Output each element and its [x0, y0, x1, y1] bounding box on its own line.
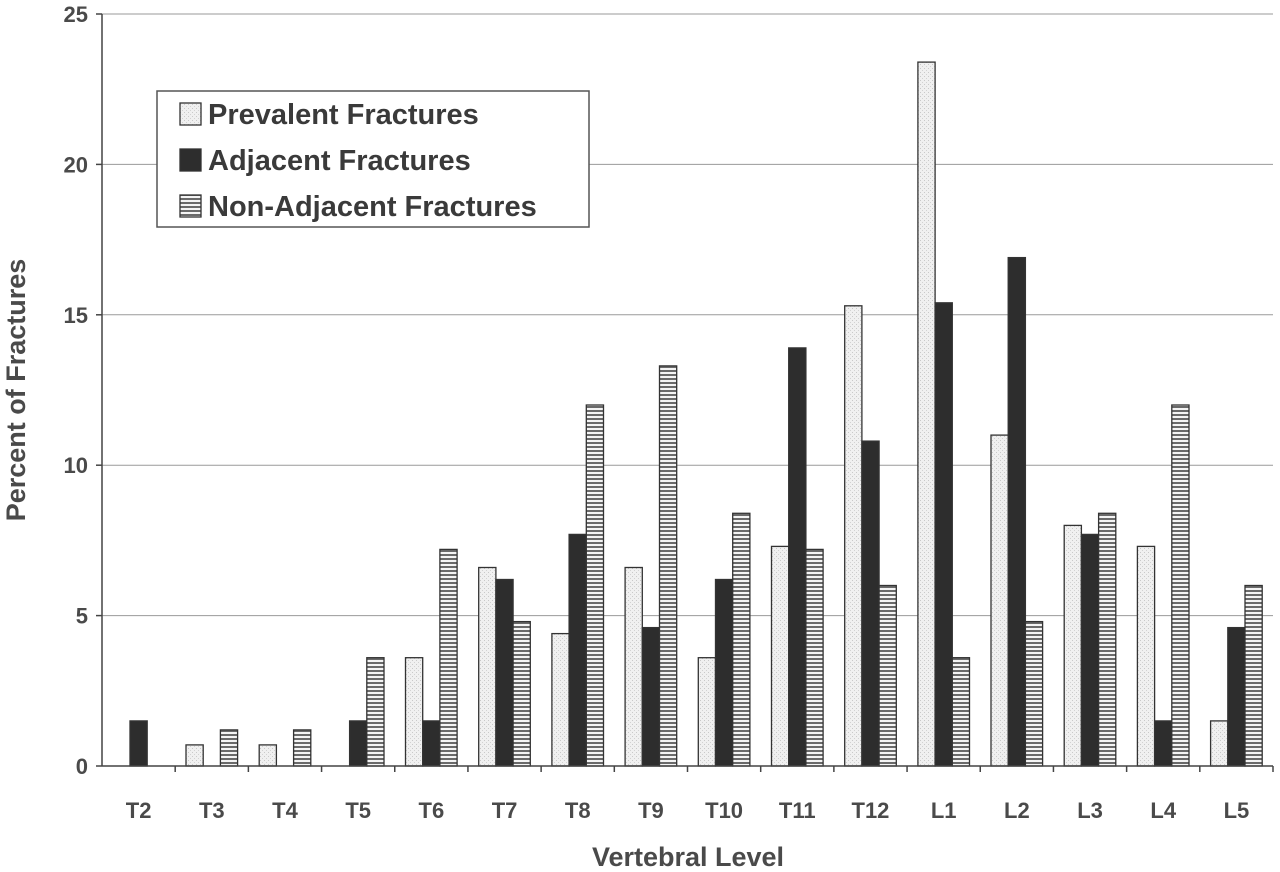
bar-prevalent-fractures-l5	[1209, 720, 1229, 767]
bar-prevalent-fractures-t10	[697, 657, 717, 767]
bar-adjacent-fractures-l5	[1227, 626, 1246, 767]
bar-adjacent-fractures-t8	[568, 533, 587, 767]
legend-label: Prevalent Fractures	[208, 99, 479, 131]
bar-non-adjacent-fractures-t6	[439, 548, 458, 767]
x-tick-label: T4	[272, 798, 298, 823]
bar-non-adjacent-fractures-l5	[1244, 584, 1263, 767]
bar-non-adjacent-fractures-l4	[1171, 404, 1190, 767]
bars	[129, 61, 1263, 767]
bar-non-adjacent-fractures-t10	[732, 512, 751, 767]
x-tick-label: T5	[345, 798, 371, 823]
x-tick-label: L5	[1224, 798, 1250, 823]
y-axis-title: Percent of Fractures	[1, 259, 31, 522]
legend-box	[156, 90, 590, 228]
bar-adjacent-fractures-t5	[348, 720, 368, 767]
x-tick-label: L1	[931, 798, 957, 823]
x-tick-label: T8	[565, 798, 591, 823]
legend-swatch	[179, 194, 202, 218]
bar-adjacent-fractures-t9	[641, 626, 661, 767]
bar-non-adjacent-fractures-t11	[805, 548, 824, 767]
bar-non-adjacent-fractures-l2	[1024, 620, 1044, 767]
y-tick-label: 15	[64, 303, 88, 328]
bar-non-adjacent-fractures-t3	[219, 729, 239, 767]
bar-prevalent-fractures-t7	[478, 566, 497, 767]
x-tick-label: T11	[779, 798, 816, 823]
x-tick-label: T7	[492, 798, 518, 823]
x-tick-label: T2	[126, 798, 152, 823]
bar-adjacent-fractures-t10	[714, 578, 734, 767]
x-axis-ticks: T2 T3 T4 T5 T6 T7 T8 T9 T10 T11 T12 L1 L2 L3 L4 L5	[126, 766, 1274, 823]
bar-prevalent-fractures-t12	[844, 305, 863, 767]
y-tick-label: 20	[64, 152, 88, 177]
bar-prevalent-fractures-l3	[1063, 524, 1083, 767]
y-tick-label: 0	[76, 754, 88, 779]
bar-adjacent-fractures-l2	[1007, 256, 1027, 767]
bar-adjacent-fractures-t11	[788, 347, 807, 767]
bar-adjacent-fractures-l1	[934, 302, 953, 767]
bar-adjacent-fractures-t7	[495, 578, 514, 767]
bar-prevalent-fractures-t9	[624, 566, 643, 767]
x-axis-title: Vertebral Level	[592, 842, 784, 872]
bar-non-adjacent-fractures-t12	[878, 584, 897, 767]
x-tick-label: L2	[1004, 798, 1030, 823]
bar-adjacent-fractures-t6	[422, 720, 441, 767]
bar-adjacent-fractures-t2	[129, 720, 148, 767]
y-tick-label: 10	[64, 453, 88, 478]
bar-adjacent-fractures-l3	[1080, 533, 1100, 767]
bar-prevalent-fractures-t6	[404, 657, 424, 767]
bar-adjacent-fractures-l4	[1153, 720, 1173, 767]
bar-prevalent-fractures-l4	[1136, 545, 1156, 767]
bar-prevalent-fractures-t4	[258, 744, 278, 767]
bar-non-adjacent-fractures-t4	[292, 729, 312, 767]
x-tick-label: T9	[638, 798, 664, 823]
legend-label: Non-Adjacent Fractures	[208, 191, 537, 223]
legend-label: Adjacent Fractures	[208, 145, 471, 177]
x-tick-label: T6	[419, 798, 445, 823]
bar-adjacent-fractures-t12	[861, 440, 880, 767]
bar-non-adjacent-fractures-l1	[951, 657, 971, 767]
x-tick-label: L4	[1150, 798, 1176, 823]
legend: Prevalent Fractures Adjacent Fractures Non…	[156, 90, 590, 228]
bar-prevalent-fractures-l2	[990, 434, 1009, 767]
x-tick-label: T3	[199, 798, 225, 823]
x-tick-label: L3	[1077, 798, 1103, 823]
bar-prevalent-fractures-l1	[917, 61, 936, 767]
bar-prevalent-fractures-t8	[551, 632, 570, 767]
y-axis-ticks: 0 5 10 15 20 25	[64, 2, 102, 779]
bar-non-adjacent-fractures-l3	[1097, 512, 1117, 767]
x-tick-label: T10	[705, 798, 743, 823]
legend-swatch	[179, 148, 202, 172]
y-tick-label: 25	[64, 2, 88, 27]
bar-non-adjacent-fractures-t5	[366, 657, 385, 767]
bar-non-adjacent-fractures-t7	[512, 620, 531, 767]
bar-prevalent-fractures-t11	[770, 545, 790, 767]
bar-non-adjacent-fractures-t8	[585, 404, 605, 767]
legend-swatch	[179, 102, 202, 126]
x-tick-label: T12	[852, 798, 890, 823]
bar-non-adjacent-fractures-t9	[658, 365, 678, 767]
y-tick-label: 5	[76, 604, 88, 629]
bar-prevalent-fractures-t3	[185, 744, 204, 767]
